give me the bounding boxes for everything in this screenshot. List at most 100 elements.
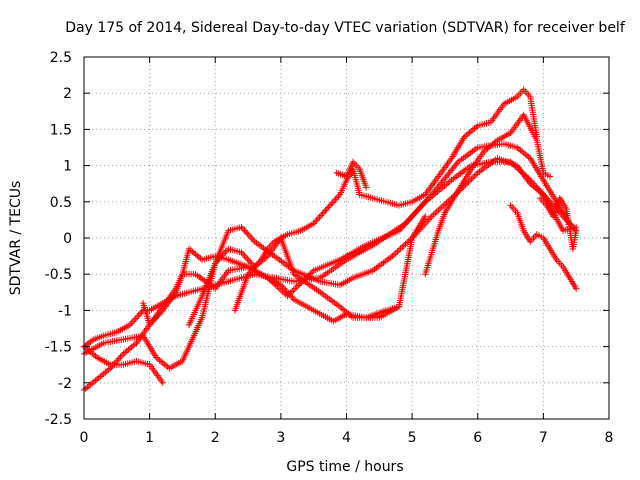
axis-ticks: 0 1 2 3 4 5 6 7 8 -2.5 -2 -1.5 -1 -0.5 0 0.5 1 1.5 2 2.5: [45, 50, 614, 446]
data-point-marker: [220, 250, 228, 257]
data-point-marker: [427, 192, 434, 200]
data-point-marker: [244, 271, 252, 278]
data-point-marker: [333, 194, 341, 201]
x-tick-label: 3: [276, 430, 285, 446]
data-point-marker: [247, 258, 254, 266]
data-point-marker: [248, 260, 255, 267]
data-point-marker: [319, 210, 326, 218]
data-point-marker: [308, 268, 316, 276]
data-point-marker: [473, 171, 480, 178]
data-point-marker: [280, 285, 287, 292]
data-point-marker: [238, 249, 245, 256]
data-point-marker: [326, 202, 333, 210]
data-point-marker: [150, 316, 158, 324]
data-point-marker: [323, 205, 331, 213]
data-point-marker: [572, 227, 580, 234]
y-tick-label: -1.5: [45, 340, 72, 356]
data-point-marker: [245, 231, 252, 239]
data-point-marker: [126, 321, 134, 329]
data-point-marker: [296, 280, 303, 288]
data-point-marker: [424, 196, 431, 203]
data-point-marker: [327, 201, 335, 208]
data-point-marker: [310, 220, 317, 227]
data-point-marker: [245, 257, 252, 264]
data-point-marker: [214, 256, 222, 264]
data-point-marker: [238, 223, 245, 231]
data-point-marker: [134, 313, 141, 321]
data-point-marker: [212, 260, 219, 267]
data-point-marker: [255, 259, 262, 267]
data-point-marker: [335, 192, 342, 200]
data-point-marker: [156, 310, 164, 317]
data-point-marker: [405, 217, 412, 224]
x-axis-label: GPS time / hours: [286, 459, 403, 475]
data-point-marker: [217, 253, 225, 261]
data-point-marker: [313, 217, 320, 224]
data-point-marker: [419, 201, 427, 208]
data-point-marker: [241, 227, 248, 234]
data-point-marker: [317, 212, 325, 219]
data-point-marker: [248, 235, 255, 242]
data-point-marker: [149, 318, 156, 325]
data-point-marker: [466, 177, 474, 184]
x-tick-label: 7: [539, 430, 548, 446]
y-axis-label: SDTVAR / TECUs: [8, 181, 24, 296]
y-tick-label: 2: [63, 86, 72, 102]
data-point-marker: [546, 173, 554, 180]
data-point-marker: [153, 313, 161, 321]
data-point-marker: [402, 220, 409, 227]
data-point-marker: [330, 197, 338, 205]
data-point-marker: [415, 205, 422, 213]
data-point-marker: [289, 294, 296, 302]
y-tick-label: 0.5: [50, 195, 72, 211]
data-point-marker: [115, 355, 123, 362]
data-point-marker: [411, 210, 418, 218]
data-point-marker: [291, 285, 299, 292]
data-point-marker: [242, 254, 250, 261]
data-point-marker: [239, 250, 247, 258]
data-point-marker: [252, 262, 259, 270]
data-point-marker: [250, 264, 258, 271]
data-point-marker: [332, 196, 339, 203]
data-point-marker: [325, 204, 332, 211]
y-tick-label: 2.5: [50, 50, 72, 66]
data-point-marker: [282, 286, 289, 294]
y-tick-label: -0.5: [45, 267, 72, 283]
data-point-marker: [242, 228, 250, 236]
data-point-marker: [244, 230, 251, 237]
data-point-marker: [216, 255, 223, 262]
data-point-marker: [244, 255, 251, 263]
x-tick-label: 6: [473, 430, 482, 446]
data-point-marker: [241, 252, 248, 259]
data-point-marker: [414, 207, 421, 214]
data-point-marker: [247, 233, 254, 240]
data-point-marker: [247, 267, 255, 275]
data-point-marker: [403, 218, 411, 226]
data-point-marker: [219, 252, 226, 259]
data-point-marker: [253, 261, 261, 268]
data-point-marker: [158, 308, 165, 316]
data-point-marker: [322, 207, 329, 214]
data-point-marker: [213, 258, 220, 265]
data-point-marker: [471, 172, 478, 180]
data-point-marker: [421, 199, 428, 206]
data-point-marker: [290, 286, 297, 294]
data-point-marker: [249, 236, 257, 244]
data-point-marker: [152, 315, 159, 322]
x-tick-label: 0: [80, 430, 89, 446]
data-point-marker: [249, 266, 256, 273]
data-point-marker: [256, 258, 263, 265]
data-point-marker: [468, 175, 475, 183]
data-point-marker: [416, 204, 424, 211]
x-tick-label: 2: [211, 430, 220, 446]
data-point-marker: [246, 269, 253, 276]
data-marks: [80, 86, 580, 394]
data-point-marker: [311, 218, 319, 226]
x-tick-label: 5: [408, 430, 417, 446]
y-tick-label: 1: [63, 159, 72, 175]
data-point-marker: [132, 315, 139, 322]
data-point-marker: [112, 358, 120, 366]
data-point-marker: [118, 352, 126, 359]
data-point-marker: [362, 184, 370, 191]
